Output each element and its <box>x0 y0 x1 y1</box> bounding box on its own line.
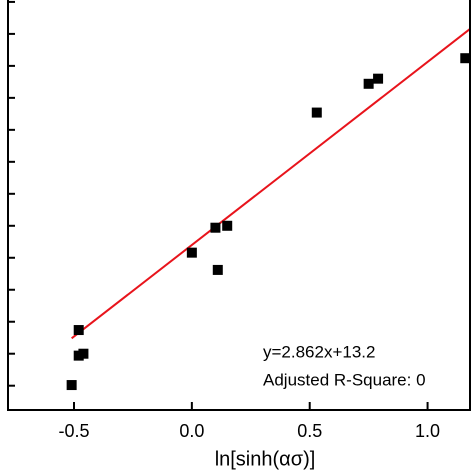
data-point <box>363 78 374 89</box>
x-tick-label: 0.5 <box>297 421 322 441</box>
data-point <box>210 222 221 233</box>
data-point <box>311 107 322 118</box>
x-tick-label: -0.5 <box>58 421 89 441</box>
annotation: y=2.862x+13.2 <box>263 342 375 361</box>
data-point <box>78 348 89 359</box>
plot-area <box>66 28 470 391</box>
x-tick-label: 1.0 <box>415 421 440 441</box>
data-point <box>66 380 77 391</box>
data-point <box>460 53 470 64</box>
x-tick-label: 0.0 <box>179 421 204 441</box>
data-point <box>373 73 384 84</box>
data-point <box>212 264 223 275</box>
plot-frame <box>7 0 471 411</box>
data-point <box>222 220 233 231</box>
x-axis-label: ln[sinh(ασ)] <box>215 448 316 470</box>
fit-line <box>71 28 470 340</box>
annotation: Adjusted R-Square: 0 <box>263 370 426 389</box>
data-point <box>73 325 84 336</box>
data-point <box>186 247 197 258</box>
